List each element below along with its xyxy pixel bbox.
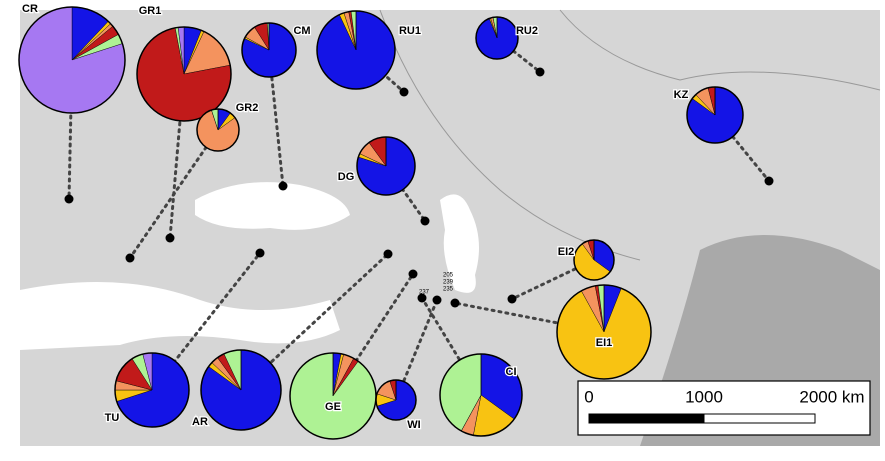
scale-bar-black bbox=[588, 413, 705, 424]
pie bbox=[114, 352, 190, 428]
site-dot bbox=[420, 216, 430, 226]
pie-outline bbox=[196, 108, 240, 152]
pie bbox=[196, 108, 240, 152]
site-label: 239 bbox=[443, 280, 454, 286]
pie-outline bbox=[18, 6, 126, 114]
pie-outline bbox=[686, 86, 744, 144]
pie-label: CR bbox=[22, 3, 38, 15]
site-dot bbox=[125, 253, 135, 263]
pie-label: WI bbox=[407, 419, 420, 431]
scale-label: 2000 km bbox=[799, 387, 864, 406]
pie bbox=[475, 16, 519, 60]
pie-label: DG bbox=[338, 171, 355, 183]
site-dot bbox=[408, 269, 418, 279]
pie bbox=[375, 379, 417, 421]
site-dot bbox=[417, 293, 427, 303]
connector bbox=[453, 301, 606, 334]
site-dot bbox=[450, 298, 460, 308]
site-label: 237 bbox=[419, 290, 430, 296]
pie-label: TU bbox=[105, 412, 120, 424]
pie-outline bbox=[556, 284, 652, 380]
pie-label: RU2 bbox=[516, 25, 538, 37]
site-dot bbox=[278, 181, 288, 191]
pie-outline bbox=[375, 379, 417, 421]
pie-label: RU1 bbox=[399, 25, 421, 37]
pie-label: EI2 bbox=[558, 246, 575, 258]
site-dot bbox=[507, 294, 517, 304]
pie-label: CM bbox=[293, 25, 310, 37]
connector bbox=[394, 298, 439, 402]
mediterranean-sea bbox=[20, 282, 340, 350]
pie-label: EI1 bbox=[596, 337, 613, 349]
scale-label: 0 bbox=[584, 387, 593, 406]
pie bbox=[18, 6, 126, 114]
pie bbox=[439, 353, 523, 437]
pie-label: GR1 bbox=[139, 5, 162, 17]
pie-outline bbox=[475, 16, 519, 60]
connector bbox=[128, 128, 220, 260]
pies: CR GR1 CM RU1 RU2 GR2 KZ DG EI2 EI1 TU AR GE WI CI bbox=[18, 2, 744, 440]
pie-outline bbox=[573, 239, 615, 281]
black-sea bbox=[195, 182, 350, 230]
site-dot bbox=[64, 194, 74, 204]
pie-label: GE bbox=[325, 401, 341, 413]
scale-label: 1000 bbox=[685, 387, 723, 406]
site-dot bbox=[535, 67, 545, 77]
pie bbox=[241, 22, 297, 78]
pie bbox=[556, 284, 652, 380]
pie bbox=[686, 86, 744, 144]
pie bbox=[136, 26, 232, 122]
scale-bar-white bbox=[703, 413, 816, 424]
site-dot bbox=[399, 87, 409, 97]
connector bbox=[384, 164, 427, 223]
connector bbox=[420, 296, 483, 397]
pie bbox=[573, 239, 615, 281]
pie bbox=[356, 136, 416, 196]
pie bbox=[316, 10, 396, 90]
site-dot bbox=[383, 249, 393, 259]
pie-label: AR bbox=[192, 416, 208, 428]
pie-outline bbox=[136, 26, 232, 122]
pie-outline bbox=[114, 352, 190, 428]
site-dot bbox=[255, 248, 265, 258]
pie-outline bbox=[241, 22, 297, 78]
site-dot bbox=[432, 295, 442, 305]
pie-outline bbox=[316, 10, 396, 90]
pie-label: CI bbox=[506, 366, 517, 378]
pie-outline bbox=[439, 353, 523, 437]
site-label: 235 bbox=[443, 287, 454, 293]
connector bbox=[239, 252, 390, 392]
pie-label: KZ bbox=[674, 89, 689, 101]
site-label: 205 bbox=[443, 273, 454, 279]
pie bbox=[200, 349, 282, 431]
site-dot bbox=[764, 176, 774, 186]
scale-box bbox=[577, 380, 871, 436]
pie-outline bbox=[356, 136, 416, 196]
pie-label: GR2 bbox=[236, 102, 259, 114]
pie bbox=[289, 352, 377, 440]
caspian-sea bbox=[440, 194, 479, 293]
border bbox=[559, 9, 881, 91]
site-dot bbox=[165, 233, 175, 243]
pie-outline bbox=[200, 349, 282, 431]
